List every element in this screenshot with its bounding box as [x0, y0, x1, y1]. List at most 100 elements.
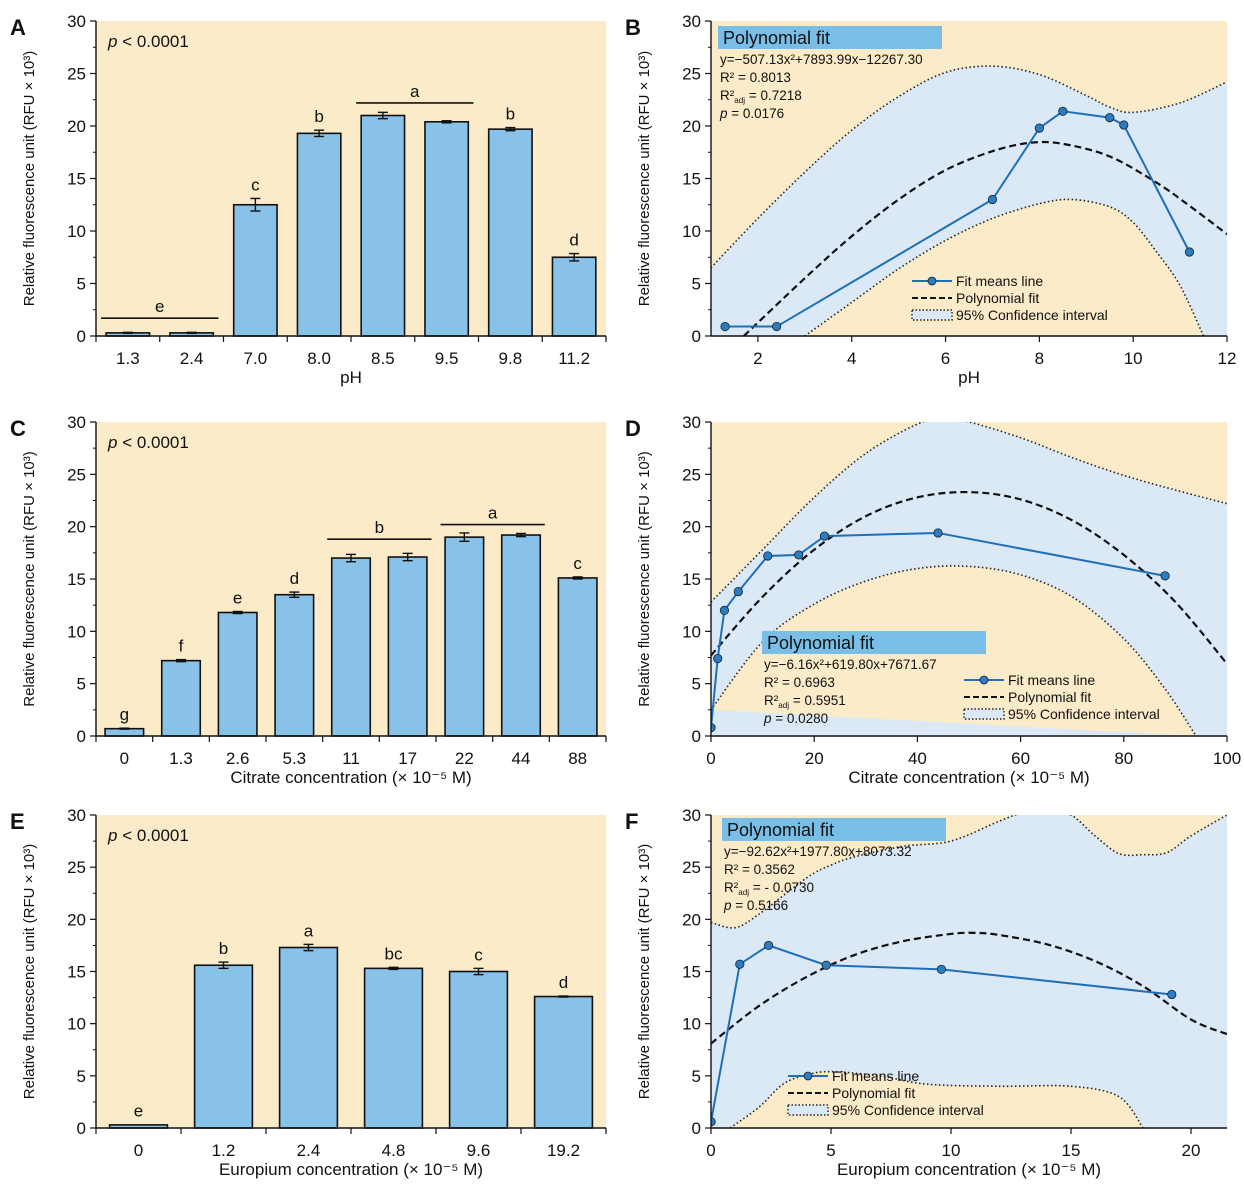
legend-item: 95% Confidence interval: [956, 307, 1108, 323]
x-tick-label: 10: [1124, 349, 1143, 368]
legend-item: Polynomial fit: [956, 290, 1039, 306]
y-axis-label: Relative fluorescence unit (RFU × 10³): [636, 51, 653, 307]
panel-E: e 0 b 1.2 a 2.4 bc 4.8 c 9.6 d 19.2 0 5 10 15 20 25 30 Rela…: [10, 806, 607, 1179]
legend-item: Fit means line: [1008, 672, 1095, 688]
fit-means-line: [711, 944, 1172, 1122]
panel-label: A: [10, 15, 26, 40]
y-tick-label: 5: [692, 675, 701, 694]
y-axis-label: Relative fluorescence unit (RFU × 10³): [636, 451, 653, 707]
x-tick-label: 88: [568, 749, 587, 768]
data-point: [772, 321, 782, 332]
bar: [217, 611, 258, 737]
data-point: [763, 551, 773, 561]
fit-equation: y=−6.16x²+619.80x+7671.67: [764, 657, 937, 672]
group-letter: a: [410, 82, 420, 101]
significance-letter: f: [179, 637, 184, 656]
x-tick-label: 80: [1114, 749, 1133, 768]
legend-item: 95% Confidence interval: [1008, 706, 1160, 722]
x-tick-label: 1.3: [116, 349, 140, 368]
y-tick-label: 0: [692, 727, 701, 746]
fit-equation: y=−92.62x²+1977.80x+8073.32: [724, 844, 912, 859]
data-point: [1160, 571, 1170, 581]
bar: [160, 659, 202, 737]
polynomial-fit-line: [743, 140, 1227, 336]
polynomial-fit-line: [711, 931, 1227, 1045]
x-tick-label: 15: [1062, 1141, 1081, 1160]
data-point: [711, 723, 716, 733]
legend-item: Polynomial fit: [832, 1085, 915, 1101]
bar: [360, 114, 406, 337]
group-letter: e: [155, 297, 164, 316]
fit-title: Polynomial fit: [723, 28, 830, 48]
bar: [387, 556, 428, 737]
legend-ci-swatch: [787, 1104, 829, 1116]
x-tick-label: 1.3: [169, 749, 193, 768]
panel-B: 2 4 6 8 10 12 0 5 10 15 20 25 30 Relative fluorescenc…: [625, 12, 1236, 387]
legend-item: Polynomial fit: [1008, 689, 1091, 705]
bar: [296, 132, 342, 337]
x-tick-label: 0: [706, 1141, 715, 1160]
group-letter: b: [375, 518, 384, 537]
data-point: [711, 1117, 716, 1127]
bar: [330, 557, 372, 737]
y-tick-label: 25: [67, 465, 86, 484]
y-axis-label: Relative fluorescence unit (RFU × 10³): [21, 844, 38, 1100]
y-tick-label: 5: [692, 275, 701, 294]
panel-label: B: [625, 15, 641, 40]
x-tick-label: 20: [1182, 1141, 1201, 1160]
fit-title-box: [762, 631, 986, 654]
x-axis-label: Citrate concentration (× 10⁻⁵ M): [230, 768, 471, 787]
y-tick-label: 5: [77, 1067, 86, 1086]
data-point: [1058, 106, 1068, 116]
x-tick-label: 0: [120, 749, 129, 768]
data-point: [1105, 113, 1115, 123]
significance-letter: c: [474, 945, 483, 964]
y-tick-label: 0: [77, 327, 86, 346]
bar: [551, 256, 597, 337]
x-tick-label: 100: [1213, 749, 1241, 768]
y-tick-label: 15: [682, 963, 701, 982]
bar: [448, 970, 509, 1129]
data-point: [1167, 989, 1177, 1000]
confidence-band-lower-region: [804, 199, 1204, 336]
x-axis-label: pH: [958, 368, 980, 387]
bar: [193, 964, 254, 1129]
x-tick-label: 11: [342, 749, 360, 768]
significance-letter: d: [559, 973, 568, 992]
data-point: [733, 586, 743, 597]
x-tick-label: 6: [941, 349, 950, 368]
significance-letter: b: [506, 105, 515, 124]
data-point: [987, 194, 998, 205]
significance-letter: c: [573, 554, 582, 573]
fit-r2: R² = 0.6963: [764, 675, 835, 690]
data-point: [713, 653, 723, 664]
data-point: [821, 960, 831, 970]
y-tick-label: 20: [682, 117, 701, 136]
p-value-annotation: p < 0.0001: [107, 32, 189, 51]
y-tick-label: 10: [67, 1015, 86, 1034]
y-tick-label: 30: [67, 413, 86, 432]
x-tick-label: 9.5: [435, 349, 459, 368]
y-tick-label: 20: [682, 910, 701, 929]
x-tick-label: 11.2: [558, 349, 590, 368]
data-point: [720, 321, 730, 332]
y-tick-label: 15: [682, 570, 701, 589]
panel-label: C: [10, 416, 26, 441]
panel-label: D: [625, 416, 641, 441]
x-tick-label: 2.4: [297, 1141, 321, 1160]
y-tick-label: 25: [682, 65, 701, 84]
y-tick-label: 10: [682, 1015, 701, 1034]
y-tick-label: 25: [67, 65, 86, 84]
y-tick-label: 30: [67, 12, 86, 31]
x-tick-label: 17: [398, 749, 417, 768]
plot-background: [96, 815, 606, 1128]
y-axis-label: Relative fluorescence unit (RFU × 10³): [636, 844, 653, 1100]
y-axis-label: Relative fluorescence unit (RFU × 10³): [21, 51, 38, 307]
y-tick-label: 30: [682, 806, 701, 825]
y-tick-label: 30: [682, 413, 701, 432]
x-tick-label: 9.6: [467, 1141, 491, 1160]
legend-means-marker: [927, 276, 937, 286]
panel-F: 0 5 10 15 20 0 5 10 15 20 25 30 Relative fluorescenc…: [625, 806, 1227, 1179]
y-tick-label: 0: [692, 1119, 701, 1138]
bar: [500, 534, 542, 737]
